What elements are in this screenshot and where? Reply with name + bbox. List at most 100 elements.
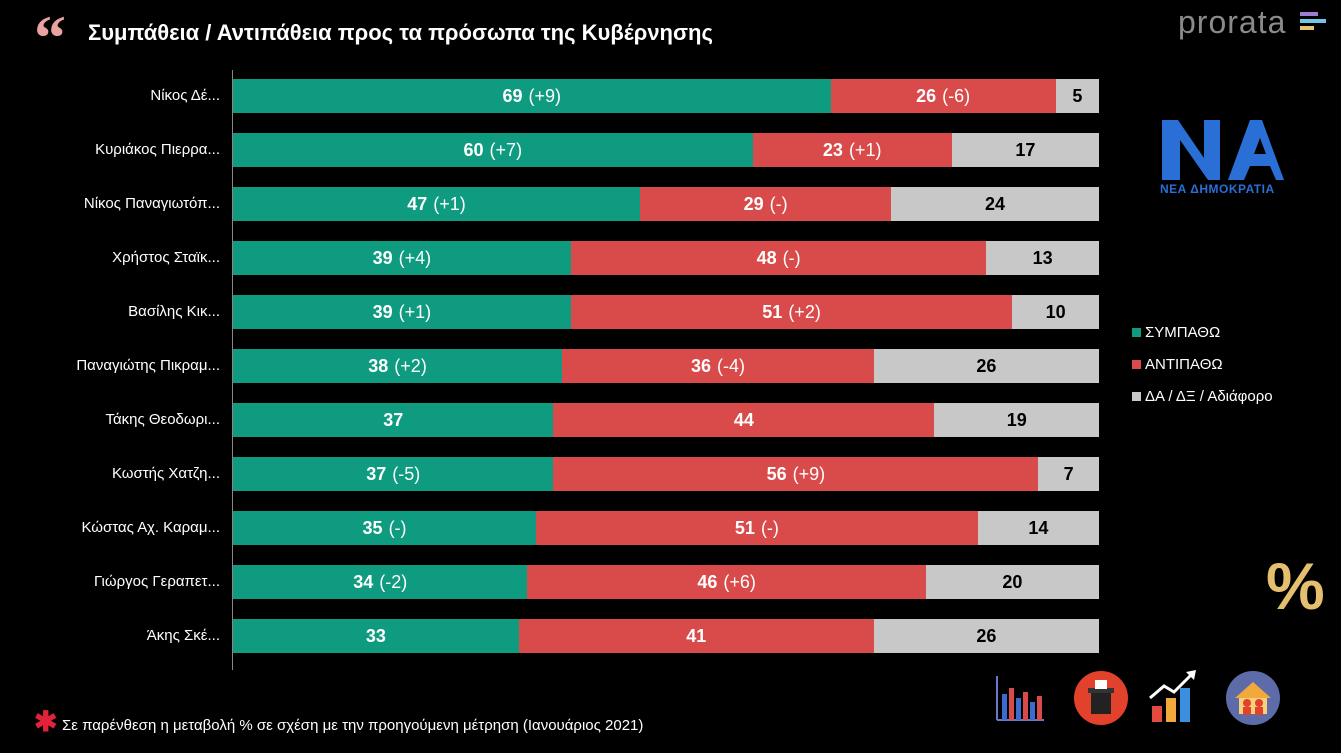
data-label-value: 51 bbox=[762, 301, 783, 322]
data-label-value: 26 bbox=[916, 85, 937, 106]
data-label-value: 48 bbox=[756, 247, 777, 268]
category-label: Χρήστος Σταϊκ... bbox=[112, 249, 220, 266]
category-label: Κυριάκος Πιερρα... bbox=[95, 141, 220, 158]
data-label-value: 69 bbox=[502, 85, 523, 106]
bar-segment-antipatho: 41 bbox=[518, 619, 874, 653]
bar-segment-antipatho: 23 (+1) bbox=[752, 133, 952, 167]
data-label-change: (+9) bbox=[792, 463, 826, 484]
legend-label-antipatho: ΑΝΤΙΠΑΘΩ bbox=[1145, 355, 1223, 373]
data-label-value: 26 bbox=[976, 625, 997, 646]
bar-segment-da: 7 bbox=[1038, 457, 1099, 491]
bar-segment-antipatho: 29 (-) bbox=[640, 187, 892, 221]
legend-label-sympatho: ΣΥΜΠΑΘΩ bbox=[1145, 323, 1221, 341]
data-label-value: 26 bbox=[976, 355, 997, 376]
category-label: Νίκος Παναγιωτόπ... bbox=[83, 195, 220, 212]
bar-segment-antipatho: 56 (+9) bbox=[553, 457, 1039, 491]
data-label-change: (+7) bbox=[489, 139, 523, 160]
bar-segment-da: 10 bbox=[1012, 295, 1099, 329]
data-label-value: 47 bbox=[407, 193, 428, 214]
data-label-value: 33 bbox=[365, 625, 386, 646]
asterisk-icon: ✱ bbox=[34, 706, 58, 737]
bar-segment-da: 26 bbox=[873, 619, 1099, 653]
data-label-value: 37 bbox=[366, 463, 387, 484]
data-label-change: (-) bbox=[782, 247, 801, 268]
data-label-change: (-4) bbox=[716, 355, 745, 376]
legend-item-sympatho: ΣΥΜΠΑΘΩ bbox=[1132, 316, 1273, 348]
data-label-change: (+2) bbox=[394, 355, 427, 376]
data-label-value: 39 bbox=[372, 301, 393, 322]
data-label-change: (-6) bbox=[942, 85, 971, 106]
bar-segment-da: 5 bbox=[1055, 79, 1099, 113]
bar-segment-sympatho: 60 (+7) bbox=[233, 133, 753, 167]
category-label: Νίκος Δέ... bbox=[150, 87, 220, 104]
ballot-box-icon bbox=[1074, 671, 1128, 725]
data-label-change: (+9) bbox=[528, 85, 562, 106]
bar-segment-antipatho: 48 (-) bbox=[570, 241, 987, 275]
category-label: Παναγιώτης Πικραμ... bbox=[76, 357, 220, 374]
data-label-value: 38 bbox=[368, 355, 389, 376]
bar-segment-da: 26 bbox=[873, 349, 1099, 383]
data-label-change: (-) bbox=[769, 193, 788, 214]
nd-party-logo-icon bbox=[1162, 120, 1284, 180]
data-label-change: (-) bbox=[388, 517, 407, 538]
category-label: Γιώργος Γεραπετ... bbox=[93, 573, 220, 590]
bar-segment-da: 24 bbox=[891, 187, 1099, 221]
bar-segment-sympatho: 37 (-5) bbox=[233, 457, 554, 491]
category-label: Τάκης Θεοδωρι... bbox=[105, 411, 220, 428]
bar-segment-sympatho: 39 (+1) bbox=[233, 295, 571, 329]
y-axis-line bbox=[232, 70, 233, 670]
bar-segment-sympatho: 69 (+9) bbox=[233, 79, 831, 113]
bar-segment-sympatho: 33 bbox=[233, 619, 519, 653]
data-label-value: 20 bbox=[1002, 571, 1023, 592]
data-label-value: 41 bbox=[686, 625, 707, 646]
data-label-value: 37 bbox=[383, 409, 404, 430]
category-label: Κώστας Αχ. Καραμ... bbox=[81, 519, 220, 536]
data-label-value: 5 bbox=[1072, 85, 1083, 106]
brand-bars-icon bbox=[1300, 12, 1326, 38]
data-label-change: (+4) bbox=[398, 247, 432, 268]
data-label-value: 14 bbox=[1028, 517, 1049, 538]
data-label-change: (-) bbox=[760, 517, 779, 538]
bar-segment-antipatho: 44 bbox=[553, 403, 935, 437]
data-label-change: (+1) bbox=[848, 139, 882, 160]
bar-segment-da: 20 bbox=[925, 565, 1099, 599]
bar-segment-antipatho: 36 (-4) bbox=[562, 349, 874, 383]
percent-icon: % bbox=[1266, 549, 1325, 623]
category-label: Άκης Σκέ... bbox=[146, 627, 220, 644]
data-label-value: 19 bbox=[1006, 409, 1027, 430]
quote-mark-icon: “ bbox=[34, 2, 66, 73]
footnote: Σε παρένθεση η μεταβολή % σε σχέση με τη… bbox=[62, 717, 644, 734]
category-label: Κωστής Χατζη... bbox=[111, 465, 220, 482]
data-label-change: (-2) bbox=[379, 571, 408, 592]
data-label-change: (+6) bbox=[723, 571, 756, 592]
bar-segment-sympatho: 47 (+1) bbox=[233, 187, 641, 221]
bar-segment-antipatho: 51 (+2) bbox=[570, 295, 1013, 329]
category-label: Βασίλης Κικ... bbox=[128, 303, 220, 320]
chart-legend: ΣΥΜΠΑΘΩ ΑΝΤΙΠΑΘΩ ΔΑ / ΔΞ / Αδιάφορο bbox=[1132, 316, 1273, 412]
bar-segment-da: 19 bbox=[934, 403, 1099, 437]
data-label-value: 56 bbox=[766, 463, 787, 484]
legend-swatch-da bbox=[1132, 391, 1141, 401]
data-label-value: 7 bbox=[1063, 463, 1074, 484]
bar-segment-sympatho: 34 (-2) bbox=[233, 565, 528, 599]
data-label-change: (+1) bbox=[433, 193, 466, 214]
bar-segment-da: 14 bbox=[977, 511, 1099, 545]
growth-chart-icon bbox=[1149, 670, 1196, 722]
data-label-value: 46 bbox=[697, 571, 718, 592]
data-label-value: 34 bbox=[353, 571, 374, 592]
data-label-value: 51 bbox=[734, 517, 755, 538]
data-label-value: 24 bbox=[985, 193, 1006, 214]
bar-segment-sympatho: 38 (+2) bbox=[233, 349, 563, 383]
legend-label-da: ΔΑ / ΔΞ / Αδιάφορο bbox=[1145, 387, 1273, 405]
legend-item-da: ΔΑ / ΔΞ / Αδιάφορο bbox=[1132, 380, 1273, 412]
data-label-change: (+1) bbox=[398, 301, 432, 322]
bar-segment-sympatho: 35 (-) bbox=[233, 511, 537, 545]
bar-segment-antipatho: 46 (+6) bbox=[527, 565, 926, 599]
nd-party-name: ΝΕΑ ΔΗΜΟΚΡΑΤΙΑ bbox=[1160, 182, 1275, 196]
data-label-value: 10 bbox=[1045, 301, 1066, 322]
bar-chart-icon bbox=[996, 676, 1044, 721]
brand-logo: prorata bbox=[1178, 4, 1287, 40]
bar-segment-da: 13 bbox=[986, 241, 1099, 275]
data-label-value: 23 bbox=[822, 139, 843, 160]
family-home-icon bbox=[1226, 671, 1280, 725]
